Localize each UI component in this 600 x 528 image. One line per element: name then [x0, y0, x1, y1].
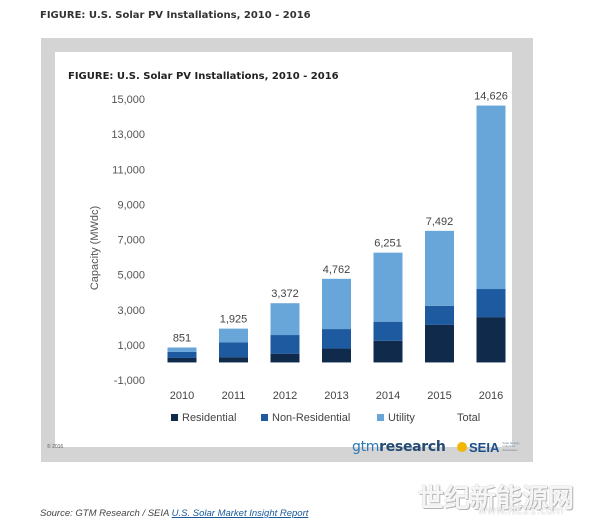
bar-segment-utility-2016: [476, 105, 506, 290]
legend-swatch-utility: [377, 414, 384, 421]
bar-segment-utility-2015: [425, 230, 454, 306]
total-data-label: 3,372: [271, 288, 299, 300]
figure-footer: © 2016 gtmresearch SEIA Solar Energy Ind…: [41, 433, 533, 462]
source-prefix: Source: GTM Research / SEIA: [40, 508, 172, 519]
seia-logo-tagline: Solar Energy Industries Association: [502, 440, 520, 452]
total-data-label: 7,492: [426, 216, 454, 228]
y-tick-label: 13,000: [111, 129, 145, 141]
y-tick-label: -1,000: [114, 375, 145, 387]
y-tick-label: 5,000: [117, 270, 145, 282]
bar-segment-utility-2013: [322, 278, 351, 330]
bar-segment-non-residential-2011: [219, 342, 248, 358]
y-tick-label: 9,000: [117, 199, 145, 211]
x-tick-label: 2014: [376, 390, 400, 402]
gtm-research-logo: gtmresearch: [352, 439, 446, 455]
copyright-text: © 2016: [47, 444, 64, 450]
y-tick-label: 11,000: [112, 164, 145, 176]
bar-segment-utility-2012: [270, 303, 300, 336]
total-data-label: 1,925: [220, 314, 248, 326]
seia-logo-text: SEIA: [469, 439, 500, 455]
chart-title: FIGURE: U.S. Solar PV Installations, 201…: [68, 71, 339, 82]
bar-segment-utility-2010: [167, 347, 197, 352]
legend-label-utility: Utility: [388, 412, 415, 424]
bar-segment-residential-2015: [425, 324, 454, 363]
y-tick-label: 1,000: [117, 340, 145, 352]
legend-label-residential: Residential: [182, 412, 236, 424]
page-heading: FIGURE: U.S. Solar PV Installations, 201…: [40, 10, 311, 21]
seia-logo: SEIA Solar Energy Industries Association: [457, 437, 526, 457]
site-watermark: 世纪新能源网: [418, 484, 575, 514]
y-tick-label: 7,000: [117, 235, 145, 247]
bar-segment-non-residential-2014: [373, 321, 403, 341]
bar-segment-residential-2014: [373, 340, 403, 363]
total-data-label: 4,762: [323, 264, 351, 276]
y-tick-label: 15,000: [111, 94, 145, 106]
legend-label-total: Total: [457, 412, 480, 424]
bar-segment-residential-2011: [219, 357, 248, 363]
x-tick-label: 2011: [222, 390, 246, 402]
bar-segment-utility-2014: [373, 252, 403, 322]
bar-segment-non-residential-2012: [270, 335, 300, 354]
bar-segment-non-residential-2015: [425, 305, 454, 325]
legend-swatch-non-residential: [261, 414, 268, 421]
x-tick-label: 2012: [273, 390, 297, 402]
legend-swatch-residential: [171, 414, 178, 421]
bar-segment-non-residential-2016: [476, 289, 506, 318]
chart-card: FIGURE: U.S. Solar PV Installations, 201…: [55, 52, 512, 447]
y-axis-label: Capacity (MWdc): [89, 206, 101, 290]
stacked-bar-chart: -1,000 1,000 3,000 5,000 7,000 9,000 11,000 13,…: [89, 91, 508, 424]
bar-segment-non-residential-2013: [322, 329, 351, 349]
total-data-label: 851: [173, 332, 191, 344]
source-citation: Source: GTM Research / SEIA U.S. Solar M…: [40, 508, 308, 519]
bar-segment-residential-2013: [322, 348, 351, 363]
bar-segment-residential-2012: [270, 353, 300, 363]
figure-panel: FIGURE: U.S. Solar PV Installations, 201…: [41, 38, 533, 462]
sun-icon: [457, 442, 467, 452]
x-tick-label: 2016: [479, 390, 503, 402]
x-tick-label: 2013: [324, 390, 348, 402]
gtm-logo-suffix: research: [379, 439, 446, 455]
site-watermark-url: www.NE21.com: [478, 504, 564, 517]
total-data-label: 14,626: [474, 91, 508, 103]
total-data-label: 6,251: [374, 238, 402, 250]
source-report-link[interactable]: U.S. Solar Market Insight Report: [171, 508, 309, 519]
bar-segment-residential-2010: [167, 357, 197, 363]
x-tick-label: 2010: [170, 390, 194, 402]
legend-label-non-residential: Non-Residential: [272, 412, 350, 424]
bar-segment-non-residential-2010: [167, 351, 197, 358]
x-tick-label: 2015: [427, 390, 451, 402]
gtm-logo-prefix: gtm: [352, 439, 380, 455]
bar-segment-residential-2016: [476, 317, 506, 363]
bar-segment-utility-2011: [219, 328, 248, 343]
y-tick-label: 3,000: [117, 305, 145, 317]
